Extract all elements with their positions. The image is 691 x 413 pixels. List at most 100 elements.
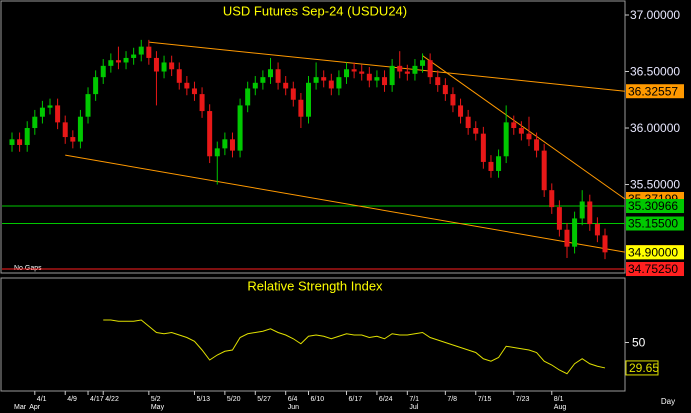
candle-body — [351, 69, 357, 72]
x-tick-label: 7/1 — [409, 396, 419, 403]
candle-body — [267, 69, 273, 78]
y-tick-label: 36.50000 — [630, 65, 680, 79]
x-tick-label: 7/8 — [447, 396, 457, 403]
candle-body — [138, 46, 144, 55]
candle-body — [290, 88, 296, 100]
candle-body — [359, 71, 365, 74]
annotation: No Gaps — [14, 265, 42, 272]
candle-body — [579, 201, 585, 219]
last-price-label-box — [626, 245, 684, 260]
x-tick-label: 4/17 — [90, 396, 104, 403]
trend-line — [148, 41, 626, 92]
x-tick-label: 5/13 — [196, 396, 210, 403]
x-tick-label: 5/20 — [227, 396, 241, 403]
rsi-last-box — [625, 360, 659, 376]
candle-body — [70, 137, 76, 142]
candle-body — [115, 60, 121, 63]
candle-body — [549, 190, 555, 208]
candle-body — [298, 99, 304, 117]
candle-body — [252, 82, 258, 89]
candle-body — [412, 65, 418, 74]
x-tick-label: 4/1 — [37, 396, 47, 403]
y-tick-label: 35.50000 — [630, 178, 680, 192]
rsi-last-label: 29.65 — [629, 361, 659, 375]
candle-body — [397, 65, 403, 72]
candle-body — [556, 207, 562, 230]
candle-body — [594, 224, 600, 236]
x-tick-label: 4/9 — [67, 396, 77, 403]
candle-body — [153, 57, 159, 72]
candle-body — [564, 229, 570, 247]
y-tick-label: 36.00000 — [630, 121, 680, 135]
trend-line — [422, 55, 626, 200]
candle-body — [344, 69, 350, 78]
rsi-title: Relative Strength Index — [247, 278, 383, 293]
candle-body — [602, 235, 608, 253]
candle-body — [131, 54, 137, 58]
candle-body — [458, 105, 464, 117]
trend-label: 36.32557 — [628, 84, 678, 98]
candle-body — [427, 60, 433, 78]
candle-body — [191, 88, 197, 95]
candle-body — [321, 77, 327, 81]
candle-body — [306, 82, 311, 117]
rsi-line — [103, 319, 606, 375]
candle-body — [260, 77, 266, 83]
candle-body — [222, 139, 228, 149]
month-label: May — [151, 404, 165, 411]
x-tick-label: 7/15 — [478, 396, 492, 403]
candle-body — [328, 80, 334, 89]
month-label: Jul — [409, 404, 418, 411]
candle-body — [503, 122, 509, 157]
chart-title: USD Futures Sep-24 (USDU24) — [223, 3, 407, 18]
candle-body — [85, 94, 91, 117]
candle-body — [541, 150, 547, 191]
level-label: 35.30966 — [628, 199, 678, 213]
candle-body — [237, 105, 243, 151]
rsi-frame — [0, 277, 626, 392]
trend-label-box — [626, 84, 684, 99]
candle-body — [382, 77, 388, 86]
candle-body — [214, 148, 220, 157]
candle-body — [199, 94, 205, 112]
x-tick-label: 6/4 — [288, 396, 298, 403]
candle-body — [161, 62, 167, 72]
candle-body — [336, 77, 342, 89]
candle-body — [496, 156, 502, 171]
candle-body — [169, 62, 175, 70]
last-price-label: 34.90000 — [628, 246, 678, 260]
x-tick-label: 6/24 — [379, 396, 393, 403]
candle-body — [518, 128, 524, 134]
candle-body — [123, 57, 129, 63]
candle-body — [473, 128, 479, 134]
candle-body — [488, 161, 494, 171]
candle-body — [313, 77, 319, 83]
price-frame — [0, 0, 626, 274]
rsi-tick-label: 50 — [632, 336, 646, 350]
candle-body — [572, 218, 578, 247]
candle-body — [100, 65, 106, 78]
x-tick-label: 8/1 — [554, 396, 564, 403]
month-label: Mar — [14, 404, 27, 411]
candle-body — [374, 77, 380, 81]
candle-body — [275, 69, 281, 83]
x-tick-label: 5/2 — [151, 396, 161, 403]
candle-body — [108, 60, 114, 66]
candle-body — [24, 128, 30, 145]
y-tick-label: 37.00000 — [630, 8, 680, 22]
level-label-box — [626, 199, 684, 214]
candle-body — [435, 77, 441, 86]
candle-body — [47, 105, 53, 108]
candle-body — [77, 116, 83, 142]
x-tick-label: 4/22 — [105, 396, 119, 403]
candle-body — [184, 82, 190, 89]
candle-body — [283, 82, 289, 89]
candle-body — [39, 107, 45, 117]
candle-body — [366, 73, 372, 81]
candle-body — [17, 139, 23, 145]
x-axis-label: Day — [661, 397, 675, 406]
candle-body — [465, 116, 471, 129]
candle-body — [55, 105, 61, 123]
candle-body — [526, 133, 532, 140]
